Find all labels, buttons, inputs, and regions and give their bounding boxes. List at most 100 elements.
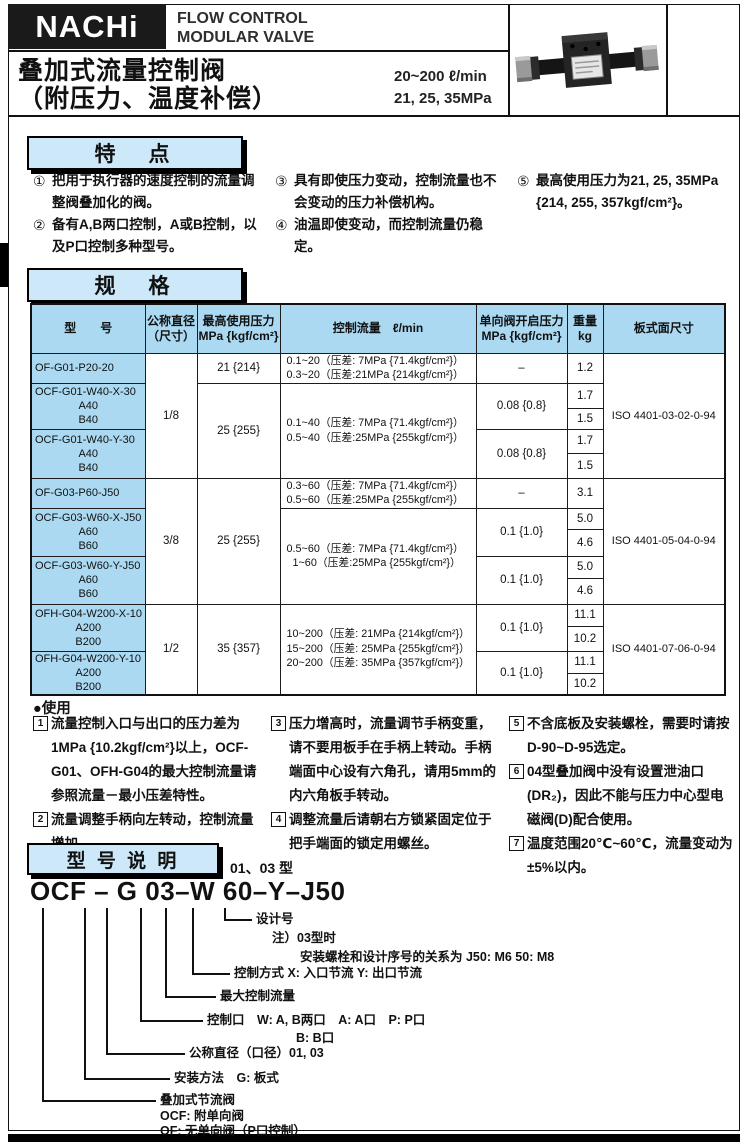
category-line2: MODULAR VALVE [177,29,315,46]
usage-text: 压力增高时，流量调节手柄变重，请不要用板手在手柄上转动。手柄端面中心设有六角孔，… [289,716,497,803]
check-cell: 0.08 {0.8} [475,382,568,430]
page-title-line2: （附压力、温度补偿） [18,85,279,113]
page-title-line1: 叠加式流量控制阀 [18,57,227,85]
usage-text: 04型叠加阀中没有设置泄油口(DR₂)，因此不能与压力中心型电磁阀(D)配合使用… [527,764,724,827]
weight-cell: 1.5 [566,452,604,479]
usage-marker: 2 [33,808,51,827]
table-row: 10.2 [31,625,725,652]
table-row: 1.5 [31,407,725,430]
usage-item: 6 04型叠加阀中没有设置泄油口(DR₂)，因此不能与压力中心型电磁阀(D)配合… [509,760,733,832]
usage-text: 流量控制入口与出口的压力差为1MPa {10.2kgf/cm²}以上，OCF-G… [51,716,257,803]
feature-item: ④ 油温即使变动，而控制流量仍稳定。 [275,214,507,258]
page-border [8,4,740,1131]
page-title: 叠加式流量控制阀 （附压力、温度补偿） [18,57,278,113]
features-col-2: ③ 具有即使压力变动，控制流量也不会变动的压力补偿机构。 ④ 油温即使变动，而控… [275,170,507,258]
table-row: OCF-G03-W60-Y-J50 A60 B60 0.1 {1.0} 5.0 [30,555,725,605]
check-cell: 0.1 {1.0} [475,555,568,605]
weight-cell: 1.5 [566,407,604,430]
check-cell: – [475,352,568,384]
usage-marker: 3 [271,712,289,731]
weight-cell: 4.6 [566,528,604,557]
leader-line [84,908,86,1079]
usage-col-3: 5 不含底板及安装螺栓，需要时请按D-90~D-95选定。 6 04型叠加阀中没… [509,712,733,880]
usage-item: 3 压力增高时，流量调节手柄变重，请不要用板手在手柄上转动。手柄端面中心设有六角… [271,712,498,808]
size-cell: 3/8 [144,477,198,605]
label-control-method: 控制方式 X: 入口节流 Y: 出口节流 [234,966,422,980]
model-cell: OF-G01-P20-20 [30,352,146,384]
weight-cell: 11.1 [566,650,604,674]
weight-cell: 1.7 [566,382,604,409]
feature-text: 具有即使压力变动，控制流量也不会变动的压力补偿机构。 [294,173,497,210]
specs-title: 规 格 [94,275,176,298]
model-cell: OCF-G03-W60-Y-J50 A60 B60 [30,555,146,605]
feature-marker: ⑤ [517,173,530,189]
model-code: OCF – G 03–W 60–Y–J50 [30,876,346,906]
section-header-model-designation: 型 号 说 明 [27,843,219,875]
model-cell: OCF-G03-W60-X-J50 A60 B60 [30,507,146,557]
features-col-3: ⑤ 最高使用压力为21, 25, 35MPa {214, 255, 357kgf… [517,170,733,258]
usage-text: 不含底板及安装螺栓，需要时请按D-90~D-95选定。 [527,716,730,755]
weight-cell: 10.2 [566,672,604,696]
label-control-port-b: B: B口 [296,1031,335,1045]
header-bottom-rule [8,115,740,117]
flow-cell: 10~200（压差: 21MPa {214kgf/cm²}） 15~200（压差… [279,603,477,695]
label-design-note2: 安装螺栓和设计序号的关系为 J50: M6 50: M8 [300,950,555,964]
valve-product-photo [515,32,659,88]
features-col-1: ① 把用于执行器的速度控制的流量调整阀叠加化的阀。 ② 备有A,B两口控制，A或… [33,170,265,258]
col-header-pressure: 最高使用压力 MPa {kgf/cm²} [196,303,281,354]
feature-text: 把用于执行器的速度控制的流量调整阀叠加化的阀。 [52,173,255,210]
usage-text: 调整流量后请朝右方锁紧固定位于把手端面的锁定用螺丝。 [289,812,492,851]
pressure-cell: 21 {214} [196,352,281,384]
check-cell: 0.08 {0.8} [475,428,568,479]
usage-marker: 7 [509,832,527,851]
usage-marker: 4 [271,808,289,827]
label-valve-type-of: OF: 无单向阀（P口控制） [160,1124,306,1138]
col-header-size: 公称直径 （尺寸） [144,303,198,354]
label-valve-type-ocf: OCF: 附单向阀 [160,1109,245,1123]
table-row: OCF-G03-W60-X-J50 A60 B60 0.5~60（压差: 7MP… [30,507,725,605]
feature-item: ② 备有A,B两口控制，A或B控制，以及P口控制多种型号。 [33,214,265,258]
feature-marker: ④ [275,217,288,233]
table-header-row: 型 号 公称直径 （尺寸） 最高使用压力 MPa {kgf/cm²} 控制流量 … [30,303,726,354]
feature-text: 备有A,B两口控制，A或B控制，以及P口控制多种型号。 [52,217,257,254]
model-cell: OFH-G04-W200-X-10 A200 B200 [30,603,146,652]
weight-cell: 3.1 [566,477,604,509]
usage-text: 温度范围20℃~60℃，流量变动为±5%以内。 [527,836,733,875]
table-row: OCF-G01-W40-X-30 A40 B40 25 {255} 0.1~40… [30,382,725,479]
model-designation-suffix: 01、03 型 [230,860,294,876]
header-specs: 20~200 ℓ/min 21, 25, 35MPa [394,66,492,110]
leader-line [42,1100,156,1102]
weight-cell: 5.0 [566,555,604,579]
label-design-number: 设计号 [256,912,294,926]
model-designation-title: 型 号 说 明 [66,850,180,872]
weight-cell: 1.2 [566,352,604,384]
leader-line [42,908,44,1101]
usage-heading: ●使用 [33,701,71,717]
feature-marker: ① [33,173,46,189]
pressure-cell: 25 {255} [196,477,281,605]
weight-cell: 4.6 [566,577,604,605]
table-row: OF-G01-P20-20 1/8 21 {214} 0.1~20（压差: 7M… [30,352,726,479]
usage-marker: 5 [509,712,527,731]
usage-item: 7 温度范围20℃~60℃，流量变动为±5%以内。 [509,832,733,880]
label-mounting-method: 安装方法 G: 板式 [174,1071,279,1085]
leader-line [224,908,226,920]
label-valve-type: 叠加式节流阀 [160,1093,236,1107]
flow-cell: 0.5~60（压差: 7MPa {71.4kgf/cm²}） 1~60（压差:2… [279,507,477,605]
table-row: OF-G03-P60-J50 3/8 25 {255} 0.3~60（压差: 7… [30,477,726,605]
model-cell: OCF-G01-W40-Y-30 A40 B40 [30,428,146,479]
usage-marker: 1 [33,712,51,731]
col-header-weight: 重量 kg [566,303,604,354]
label-nominal-diameter: 公称直径（口径）01, 03 [189,1046,324,1060]
leader-line [140,908,142,1021]
col-header-model: 型 号 [30,303,146,354]
model-cell: OCF-G01-W40-X-30 A40 B40 [30,382,146,430]
check-cell: 0.1 {1.0} [475,507,568,557]
table-row: OFH-G04-W200-Y-10 A200 B200 0.1 {1.0} 11… [30,650,725,695]
usage-col-2: 3 压力增高时，流量调节手柄变重，请不要用板手在手柄上转动。手柄端面中心设有六角… [271,712,498,880]
weight-cell: 10.2 [566,625,604,652]
section-header-features: 特 点 [27,136,243,170]
flow-cell: 0.3~60（压差: 7MPa {71.4kgf/cm²}） 0.5~60（压差… [279,477,477,509]
product-category: FLOW CONTROL MODULAR VALVE [177,9,314,47]
